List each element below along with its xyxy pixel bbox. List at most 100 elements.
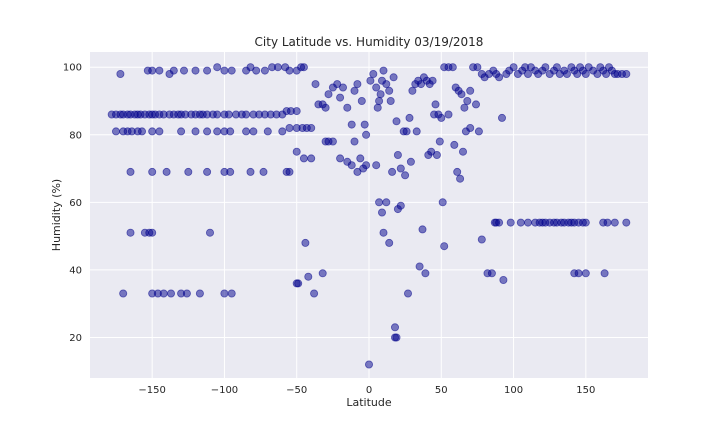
data-point [390,323,399,332]
data-point [360,120,369,129]
data-point [242,110,251,119]
data-point [148,127,157,136]
x-tick-label: −50 [286,385,307,396]
data-point [402,127,411,136]
x-tick-label: 50 [435,385,448,396]
data-point [379,66,388,75]
data-point [552,63,561,72]
data-point [252,66,261,75]
data-point [412,127,421,136]
data-point [466,124,475,133]
data-point [353,80,362,89]
data-point [148,167,157,176]
data-point [205,228,214,237]
data-point [458,147,467,156]
data-point [509,63,518,72]
data-point [353,167,362,176]
data-point [249,127,258,136]
data-point [473,63,482,72]
data-point [460,103,469,112]
data-point [471,100,480,109]
data-point [524,218,533,227]
data-point [166,289,175,298]
data-point [148,66,157,75]
data-point [307,124,316,133]
data-point [159,289,168,298]
data-point [403,289,412,298]
data-point [428,76,437,85]
data-point [386,97,395,106]
data-point [324,90,333,99]
data-point [418,225,427,234]
data-point [285,167,294,176]
data-point [602,70,611,79]
data-point [226,167,235,176]
data-point [389,73,398,82]
data-point [333,80,342,89]
y-axis-label: Humidity (%) [50,179,63,251]
data-points [107,63,631,369]
data-point [396,201,405,210]
data-point [603,218,612,227]
data-point [310,289,319,298]
data-point [350,137,359,146]
y-tick-labels: 20 40 60 80 100 [63,63,82,344]
data-point [574,269,583,278]
data-point [112,127,121,136]
data-point [622,218,631,227]
data-point [466,86,475,95]
data-point [307,154,316,163]
data-point [155,66,164,75]
data-point [184,167,193,176]
data-point [474,127,483,136]
data-point [463,97,472,106]
data-point [126,167,135,176]
data-point [119,289,128,298]
data-point [563,70,572,79]
data-point [457,90,466,99]
data-point [593,70,602,79]
data-point [299,154,308,163]
data-point [372,161,381,170]
data-point [541,63,550,72]
data-point [126,228,135,237]
y-tick-label: 100 [63,63,82,74]
x-tick-label: 0 [366,385,372,396]
data-point [450,140,459,149]
data-point [220,289,229,298]
data-point [350,86,359,95]
data-point [294,279,303,288]
data-point [581,218,590,227]
data-point [273,63,282,72]
data-point [438,198,447,207]
data-point [401,171,410,180]
data-point [343,103,352,112]
data-point [213,127,222,136]
data-point [375,198,384,207]
x-tick-labels: −150 −100 −50 0 50 100 150 [138,385,595,396]
data-point [338,83,347,92]
data-point [155,127,164,136]
data-point [622,70,631,79]
data-point [203,127,212,136]
data-point [581,269,590,278]
data-point [497,113,506,122]
data-point [369,70,378,79]
data-point [376,90,385,99]
data-point [444,110,453,119]
data-point [506,218,515,227]
data-point [385,238,394,247]
data-point [259,167,268,176]
data-point [372,83,381,92]
data-point [366,76,375,85]
data-point [336,93,345,102]
data-point [392,333,401,342]
y-tick-label: 60 [69,198,82,209]
data-point [581,70,590,79]
data-point [382,198,391,207]
data-point [224,110,233,119]
y-tick-label: 80 [69,130,82,141]
data-point [362,130,371,139]
data-point [377,208,386,217]
data-point [203,66,212,75]
